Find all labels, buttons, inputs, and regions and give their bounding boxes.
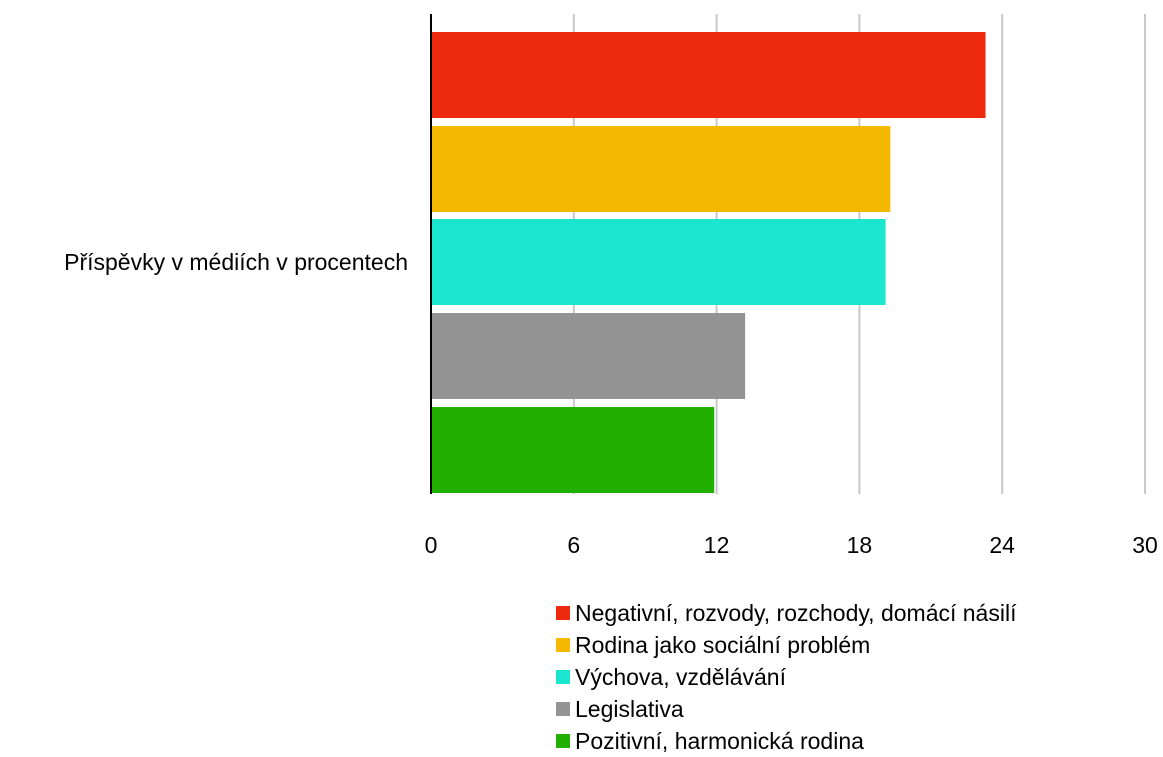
legend-swatch [556, 734, 570, 748]
legend-item: Legislativa [556, 693, 1016, 725]
legend-label: Výchova, vzdělávání [575, 663, 786, 690]
legend-item: Výchova, vzdělávání [556, 661, 1016, 693]
x-tick-label: 18 [847, 532, 873, 558]
legend-item: Pozitivní, harmonická rodina [556, 725, 1016, 757]
legend: Negativní, rozvody, rozchody, domácí nás… [556, 597, 1016, 757]
bars [431, 32, 986, 493]
legend-swatch [556, 670, 570, 684]
bar [431, 219, 886, 305]
category-label: Příspěvky v médiích v procentech [64, 249, 408, 275]
legend-item: Rodina jako sociální problém [556, 629, 1016, 661]
x-axis-ticks: 0 6 12 18 24 30 [425, 532, 1158, 558]
x-tick-label: 6 [567, 532, 580, 558]
bar [431, 407, 715, 493]
bar [431, 32, 986, 118]
legend-label: Negativní, rozvody, rozchody, domácí nás… [575, 599, 1017, 626]
bar [431, 313, 746, 399]
x-tick-label: 24 [989, 532, 1015, 558]
legend-swatch [556, 606, 570, 620]
x-tick-label: 12 [704, 532, 730, 558]
x-tick-label: 30 [1132, 532, 1158, 558]
x-tick-label: 0 [425, 532, 438, 558]
legend-swatch [556, 638, 570, 652]
legend-swatch [556, 702, 570, 716]
legend-item: Negativní, rozvody, rozchody, domácí nás… [556, 597, 1016, 629]
legend-label: Pozitivní, harmonická rodina [575, 727, 864, 754]
bar [431, 126, 891, 212]
legend-label: Legislativa [575, 695, 684, 722]
legend-label: Rodina jako sociální problém [575, 631, 871, 658]
